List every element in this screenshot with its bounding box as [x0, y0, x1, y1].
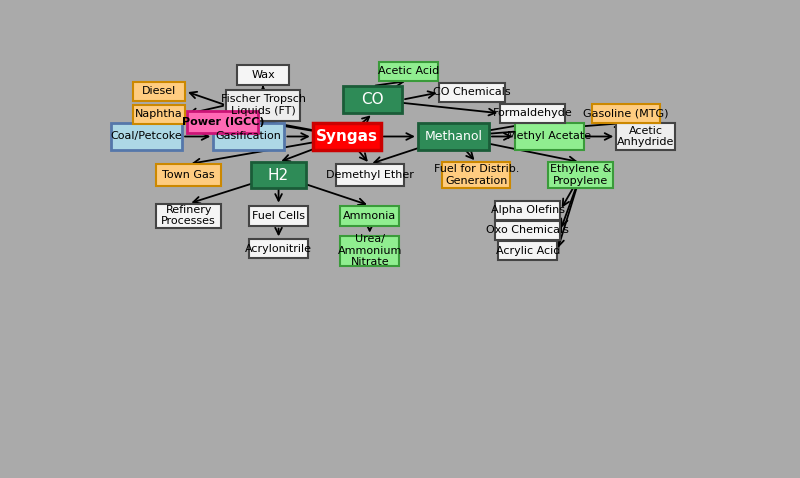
FancyBboxPatch shape — [133, 105, 186, 124]
FancyBboxPatch shape — [498, 241, 558, 260]
FancyBboxPatch shape — [340, 206, 399, 226]
FancyBboxPatch shape — [495, 221, 560, 240]
FancyBboxPatch shape — [592, 104, 660, 123]
Text: Acetic
Anhydride: Acetic Anhydride — [617, 126, 674, 147]
FancyBboxPatch shape — [343, 86, 402, 113]
FancyBboxPatch shape — [111, 123, 182, 150]
Text: Formaldehyde: Formaldehyde — [493, 109, 573, 119]
Text: Methyl Acetate: Methyl Acetate — [507, 131, 591, 141]
Text: Methanol: Methanol — [424, 130, 482, 143]
FancyBboxPatch shape — [133, 82, 186, 101]
Text: Acetic Acid: Acetic Acid — [378, 66, 438, 76]
Text: Refinery
Processes: Refinery Processes — [162, 205, 216, 227]
FancyBboxPatch shape — [418, 123, 489, 150]
FancyBboxPatch shape — [340, 236, 399, 266]
Text: Demethyl Ether: Demethyl Ether — [326, 170, 414, 180]
Text: CO Chemicals: CO Chemicals — [433, 87, 511, 98]
FancyBboxPatch shape — [548, 162, 613, 188]
Text: Ammonia: Ammonia — [343, 211, 396, 221]
Text: Diesel: Diesel — [142, 86, 176, 96]
FancyBboxPatch shape — [237, 65, 290, 85]
Text: Gasification: Gasification — [216, 131, 282, 141]
Text: Gasoline (MTG): Gasoline (MTG) — [583, 109, 669, 119]
Text: Coal/Petcoke: Coal/Petcoke — [110, 131, 182, 141]
FancyBboxPatch shape — [249, 206, 308, 226]
FancyBboxPatch shape — [187, 111, 258, 133]
FancyBboxPatch shape — [439, 83, 505, 102]
Text: Fuel Cells: Fuel Cells — [252, 211, 305, 221]
Text: Acrylic Acid: Acrylic Acid — [496, 246, 560, 256]
FancyBboxPatch shape — [515, 123, 583, 150]
FancyBboxPatch shape — [442, 162, 510, 188]
Text: Alpha Olefins: Alpha Olefins — [490, 205, 565, 215]
FancyBboxPatch shape — [495, 201, 560, 220]
FancyBboxPatch shape — [378, 62, 438, 81]
Text: Town Gas: Town Gas — [162, 170, 215, 180]
FancyBboxPatch shape — [500, 104, 566, 123]
Text: Syngas: Syngas — [316, 129, 378, 144]
FancyBboxPatch shape — [213, 123, 285, 150]
Text: Urea/
Ammonium
Nitrate: Urea/ Ammonium Nitrate — [338, 234, 402, 267]
Text: Naphtha: Naphtha — [135, 109, 182, 120]
Text: Fischer Tropsch
Liquids (FT): Fischer Tropsch Liquids (FT) — [221, 95, 306, 116]
FancyBboxPatch shape — [616, 123, 675, 150]
Text: Ethylene &
Propylene: Ethylene & Propylene — [550, 164, 611, 186]
Text: Oxo Chemicals: Oxo Chemicals — [486, 225, 570, 235]
Text: Power (IGCC): Power (IGCC) — [182, 117, 264, 127]
Text: Wax: Wax — [251, 70, 275, 80]
Text: Fuel for Distrib.
Generation: Fuel for Distrib. Generation — [434, 164, 519, 186]
FancyBboxPatch shape — [250, 162, 306, 188]
FancyBboxPatch shape — [226, 89, 300, 121]
Text: H2: H2 — [268, 168, 289, 183]
FancyBboxPatch shape — [156, 204, 222, 228]
FancyBboxPatch shape — [156, 164, 222, 186]
FancyBboxPatch shape — [336, 164, 404, 186]
Text: Acrylonitrile: Acrylonitrile — [245, 244, 312, 254]
FancyBboxPatch shape — [249, 239, 308, 258]
FancyBboxPatch shape — [313, 123, 381, 150]
Text: CO: CO — [362, 92, 384, 107]
